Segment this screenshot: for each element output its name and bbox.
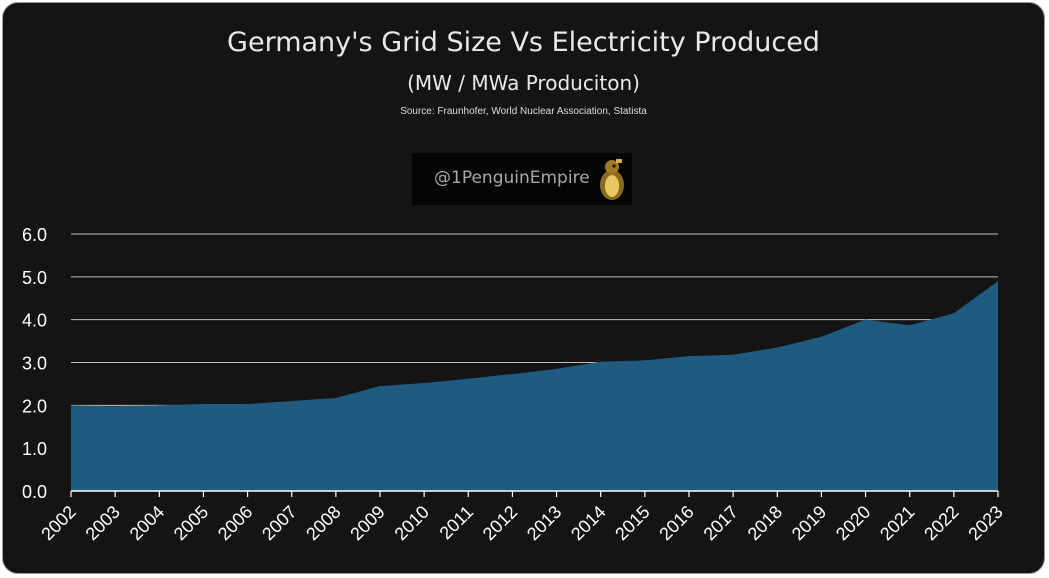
data-point [114,405,116,407]
data-point [335,397,337,399]
data-point [820,336,822,338]
x-tick-label: 2008 [302,502,344,544]
x-tick-label: 2016 [655,502,697,544]
y-tick-label: 6.0 [22,225,47,245]
y-tick-label: 1.0 [22,439,47,459]
chart-source: Source: Fraunhofer, World Nuclear Associ… [400,106,647,117]
penguin-logo-icon [600,159,624,200]
data-point [511,373,513,375]
x-tick-label: 2017 [700,502,742,544]
y-tick-label: 4.0 [22,311,47,331]
x-tick-label: 2021 [876,502,918,544]
data-point [865,319,867,321]
data-point [644,359,646,361]
chart-title: Germany's Grid Size Vs Electricity Produ… [227,27,820,58]
x-tick-label: 2010 [391,502,433,544]
x-tick-label: 2019 [788,502,830,544]
chart-subtitle: (MW / MWa Produciton) [407,71,640,95]
data-point [202,403,204,405]
data-point [379,385,381,387]
data-point [732,354,734,356]
x-tick-label: 2005 [170,502,212,544]
x-tick-label: 2002 [37,502,79,544]
x-tick-label: 2020 [832,502,874,544]
x-tick-label: 2023 [964,502,1006,544]
y-tick-label: 2.0 [22,396,47,416]
data-point [997,280,999,282]
y-tick-label: 0.0 [22,482,47,502]
x-tick-label: 2004 [126,502,168,544]
area-series [71,281,998,491]
data-point [423,382,425,384]
data-point [291,400,293,402]
x-tick-label: 2014 [567,502,609,544]
y-tick-label: 3.0 [22,354,47,374]
x-tick-label: 2012 [479,502,521,544]
data-point [688,355,690,357]
y-tick-label: 5.0 [22,268,47,288]
data-point [953,312,955,314]
data-point [158,404,160,406]
watermark-handle: @1PenguinEmpire [434,168,590,188]
x-tick-label: 2006 [214,502,256,544]
data-point [467,378,469,380]
x-tick-label: 2009 [346,502,388,544]
watermark: @1PenguinEmpire [412,153,632,205]
data-point [247,403,249,405]
x-tick-label: 2007 [258,502,300,544]
x-tick-label: 2013 [523,502,565,544]
data-point [70,404,72,406]
x-tick-label: 2018 [744,502,786,544]
data-point [600,361,602,363]
x-tick-label: 2022 [920,502,962,544]
data-point [556,368,558,370]
x-tick-label: 2003 [82,502,124,544]
data-point [776,347,778,349]
x-tick-label: 2015 [611,502,653,544]
data-point [909,324,911,326]
x-tick-label: 2011 [436,502,478,544]
